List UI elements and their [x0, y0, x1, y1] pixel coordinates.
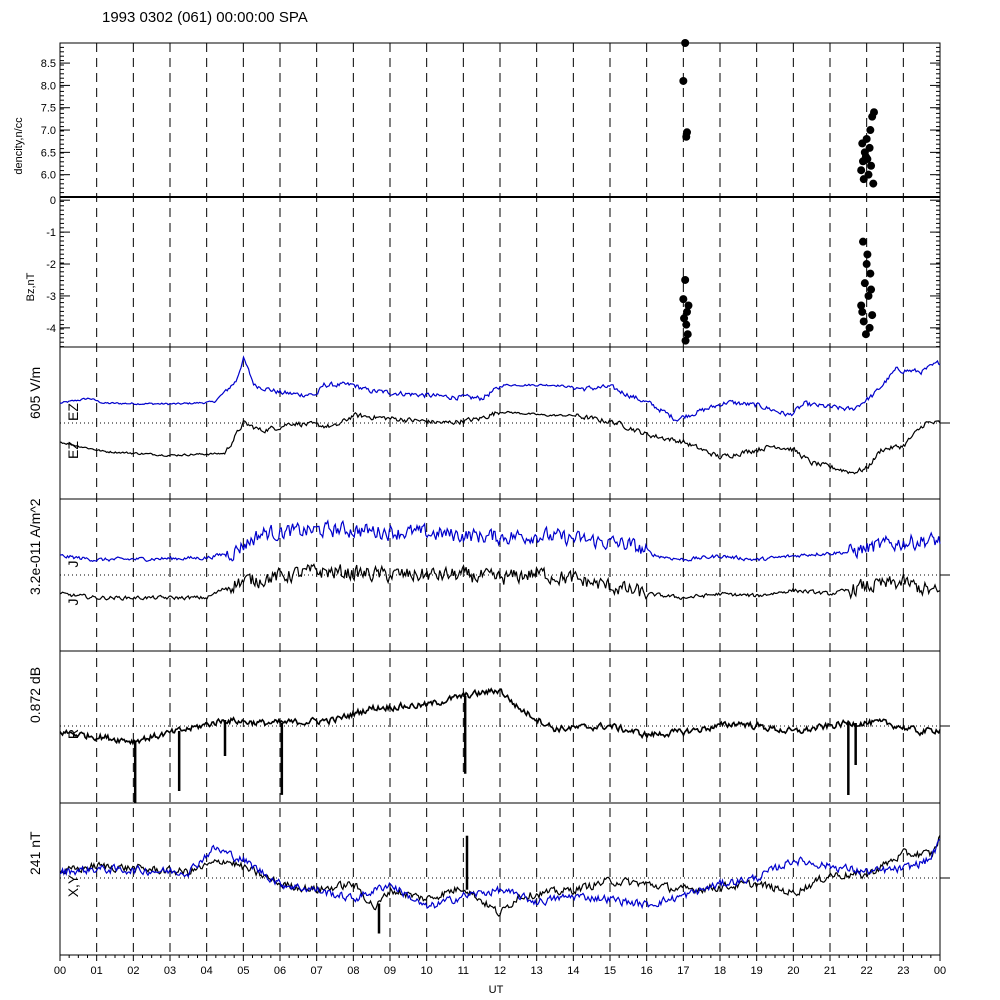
axis-ticks — [59, 42, 950, 961]
data-point-bz — [861, 330, 870, 339]
series-line-ez-1 — [59, 410, 941, 475]
data-point-density — [866, 126, 875, 135]
scale-label-r: 0.872 dB — [27, 667, 43, 723]
series-line-xy-1 — [59, 838, 941, 910]
series-line-j-0 — [59, 519, 941, 563]
x-tick-label: 12 — [494, 965, 506, 977]
series-label-j: J — [65, 561, 81, 568]
series-label-j: J — [65, 599, 81, 606]
x-tick-label: 19 — [751, 965, 763, 977]
y-axis-label-bz: Bz,nT — [25, 272, 37, 301]
data-point-bz — [680, 314, 689, 323]
scatter-points — [679, 39, 878, 345]
data-point-bz — [683, 307, 691, 316]
y-tick-label: 0 — [50, 195, 56, 207]
x-tick-label: 05 — [237, 965, 249, 977]
x-tick-label: 11 — [458, 965, 469, 977]
data-point-bz — [857, 301, 866, 310]
x-tick-label: 15 — [604, 965, 616, 977]
x-tick-label: 01 — [91, 965, 103, 977]
scale-label-ez: 605 V/m — [27, 367, 43, 419]
data-point-density — [681, 39, 690, 47]
y-tick-label: -4 — [46, 323, 56, 335]
series-label-r: R — [65, 729, 81, 739]
x-tick-label: 10 — [421, 965, 433, 977]
series-line-r-0 — [59, 687, 941, 746]
data-point-bz — [681, 275, 690, 284]
data-point-density — [869, 179, 878, 188]
series-line-ez-0 — [59, 355, 941, 422]
y-tick-label: -3 — [46, 291, 56, 303]
data-point-density — [857, 166, 866, 175]
data-point-bz — [858, 307, 867, 316]
data-point-density — [865, 143, 874, 152]
data-point-bz — [864, 291, 873, 300]
x-tick-label: 20 — [787, 965, 799, 977]
x-tick-label: 00 — [54, 965, 66, 977]
y-axis-label-density: dencity,n/cc — [13, 117, 25, 175]
data-point-bz — [859, 317, 868, 326]
data-point-bz — [682, 320, 691, 329]
series-label-ez: EZ — [65, 441, 81, 459]
hour-gridlines — [96, 43, 904, 955]
y-tick-label: 6.5 — [41, 147, 56, 159]
x-tick-label: 08 — [347, 965, 359, 977]
series-line-j-1 — [59, 563, 941, 601]
y-tick-label: 7.5 — [41, 103, 56, 115]
data-point-bz — [865, 323, 874, 332]
data-point-bz — [867, 285, 876, 294]
scale-label-xy: 241 nT — [27, 831, 43, 875]
y-tick-label: 7.0 — [41, 125, 56, 137]
x-tick-label: 04 — [201, 965, 213, 977]
data-point-bz — [863, 250, 872, 259]
data-point-bz — [868, 311, 877, 320]
data-point-density — [858, 139, 867, 148]
axis-labels: 00 01 02 03 04 05 06 07 08 09 10 11 12 13 14 15 16 17 18 19… — [13, 58, 946, 977]
x-tick-label: 02 — [127, 965, 139, 977]
data-point-density — [679, 76, 688, 85]
y-tick-label: -2 — [46, 259, 56, 271]
y-tick-label: 8.0 — [41, 80, 56, 92]
data-point-density — [867, 161, 876, 170]
x-tick-label: 07 — [311, 965, 323, 977]
data-point-bz — [860, 279, 869, 288]
x-tick-label: 23 — [897, 965, 909, 977]
data-point-bz — [681, 336, 690, 345]
data-point-bz — [683, 330, 692, 339]
x-axis-label: UT — [489, 984, 504, 996]
data-point-density — [864, 170, 873, 179]
x-tick-label: 14 — [567, 965, 579, 977]
data-point-bz — [862, 260, 871, 269]
series-line-xy-0 — [59, 835, 941, 917]
data-point-bz — [859, 237, 867, 246]
data-point-bz — [866, 269, 875, 278]
y-tick-label: 6.0 — [41, 170, 56, 182]
x-tick-label: 18 — [714, 965, 726, 977]
x-tick-label: 09 — [384, 965, 396, 977]
x-tick-label: 06 — [274, 965, 286, 977]
chart-title: 1993 0302 (061) 00:00:00 SPA — [102, 9, 308, 26]
data-point-density — [870, 108, 878, 117]
series-label-ez: EZ — [65, 403, 81, 421]
data-point-bz — [679, 295, 688, 304]
y-tick-label: -1 — [46, 227, 56, 239]
x-tick-label: 03 — [164, 965, 176, 977]
x-tick-label: 00 — [934, 965, 946, 977]
zero-reference-lines — [60, 422, 940, 879]
data-point-density — [682, 132, 691, 141]
data-series — [59, 355, 941, 934]
data-point-bz — [684, 301, 693, 310]
scale-label-j: 3.2e-011 A/m^2 — [27, 498, 43, 595]
x-tick-label: 13 — [531, 965, 543, 977]
x-tick-label: 21 — [824, 965, 836, 977]
x-tick-label: 16 — [641, 965, 653, 977]
series-label-xy: X,Y — [65, 874, 81, 897]
data-point-density — [863, 155, 872, 164]
x-tick-label: 22 — [861, 965, 873, 977]
x-tick-label: 17 — [677, 965, 689, 977]
y-tick-label: 8.5 — [41, 58, 56, 70]
